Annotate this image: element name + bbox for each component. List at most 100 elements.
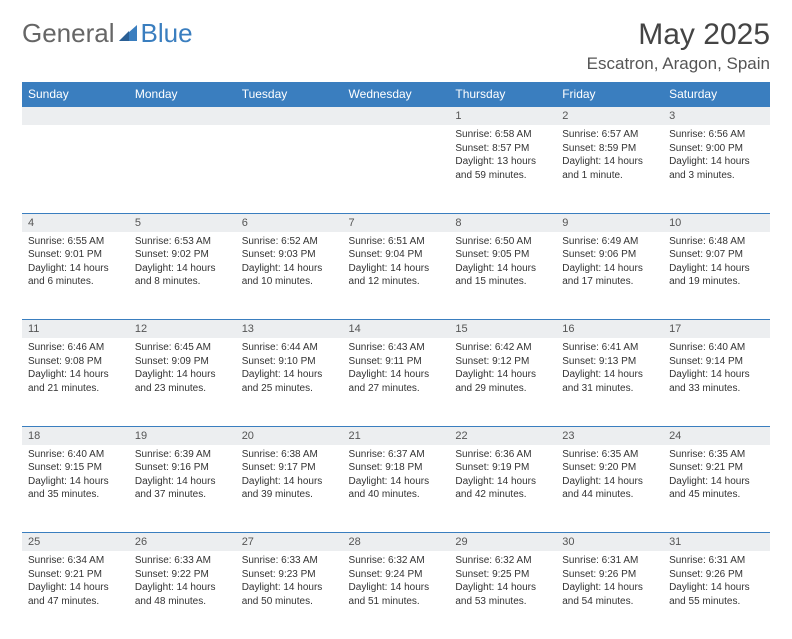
- sunrise-line: Sunrise: 6:48 AM: [669, 235, 764, 249]
- location: Escatron, Aragon, Spain: [587, 54, 770, 74]
- day-cell: Sunrise: 6:37 AMSunset: 9:18 PMDaylight:…: [343, 445, 450, 533]
- day-cell: Sunrise: 6:55 AMSunset: 9:01 PMDaylight:…: [22, 232, 129, 320]
- day-details: Sunrise: 6:53 AMSunset: 9:02 PMDaylight:…: [129, 232, 236, 295]
- sunrise-line: Sunrise: 6:45 AM: [135, 341, 230, 355]
- sunset-line: Sunset: 9:26 PM: [562, 568, 657, 582]
- sunset-line: Sunset: 9:11 PM: [349, 355, 444, 369]
- calendar-table: SundayMondayTuesdayWednesdayThursdayFrid…: [22, 82, 770, 639]
- day-details: Sunrise: 6:52 AMSunset: 9:03 PMDaylight:…: [236, 232, 343, 295]
- sunrise-line: Sunrise: 6:56 AM: [669, 128, 764, 142]
- day-number-row: 11121314151617: [22, 320, 770, 339]
- day-cell: Sunrise: 6:57 AMSunset: 8:59 PMDaylight:…: [556, 125, 663, 213]
- day-details: Sunrise: 6:43 AMSunset: 9:11 PMDaylight:…: [343, 338, 450, 401]
- day-cell: Sunrise: 6:40 AMSunset: 9:15 PMDaylight:…: [22, 445, 129, 533]
- day-cell: Sunrise: 6:42 AMSunset: 9:12 PMDaylight:…: [449, 338, 556, 426]
- sunrise-line: Sunrise: 6:32 AM: [349, 554, 444, 568]
- sunrise-line: Sunrise: 6:46 AM: [28, 341, 123, 355]
- sunrise-line: Sunrise: 6:58 AM: [455, 128, 550, 142]
- day-number: [129, 107, 236, 126]
- daylight-line: Daylight: 14 hours and 48 minutes.: [135, 581, 230, 608]
- sunrise-line: Sunrise: 6:43 AM: [349, 341, 444, 355]
- day-cell: Sunrise: 6:43 AMSunset: 9:11 PMDaylight:…: [343, 338, 450, 426]
- day-cell: Sunrise: 6:40 AMSunset: 9:14 PMDaylight:…: [663, 338, 770, 426]
- daylight-line: Daylight: 14 hours and 8 minutes.: [135, 262, 230, 289]
- daylight-line: Daylight: 14 hours and 10 minutes.: [242, 262, 337, 289]
- day-cell: [129, 125, 236, 213]
- sunset-line: Sunset: 9:18 PM: [349, 461, 444, 475]
- day-number: 18: [22, 426, 129, 445]
- day-number: 17: [663, 320, 770, 339]
- day-cell: Sunrise: 6:44 AMSunset: 9:10 PMDaylight:…: [236, 338, 343, 426]
- day-header: Monday: [129, 82, 236, 107]
- day-number: 16: [556, 320, 663, 339]
- day-cell: Sunrise: 6:35 AMSunset: 9:21 PMDaylight:…: [663, 445, 770, 533]
- daylight-line: Daylight: 14 hours and 37 minutes.: [135, 475, 230, 502]
- title-block: May 2025 Escatron, Aragon, Spain: [587, 18, 770, 74]
- day-cell: [22, 125, 129, 213]
- day-details: Sunrise: 6:36 AMSunset: 9:19 PMDaylight:…: [449, 445, 556, 508]
- sunset-line: Sunset: 9:23 PM: [242, 568, 337, 582]
- day-number: 10: [663, 213, 770, 232]
- day-details: Sunrise: 6:33 AMSunset: 9:22 PMDaylight:…: [129, 551, 236, 614]
- sunset-line: Sunset: 9:13 PM: [562, 355, 657, 369]
- sunrise-line: Sunrise: 6:31 AM: [669, 554, 764, 568]
- daylight-line: Daylight: 14 hours and 51 minutes.: [349, 581, 444, 608]
- day-cell: Sunrise: 6:34 AMSunset: 9:21 PMDaylight:…: [22, 551, 129, 639]
- sunset-line: Sunset: 9:26 PM: [669, 568, 764, 582]
- day-details: Sunrise: 6:45 AMSunset: 9:09 PMDaylight:…: [129, 338, 236, 401]
- day-details: Sunrise: 6:39 AMSunset: 9:16 PMDaylight:…: [129, 445, 236, 508]
- day-number: 13: [236, 320, 343, 339]
- daylight-line: Daylight: 14 hours and 39 minutes.: [242, 475, 337, 502]
- day-details: Sunrise: 6:51 AMSunset: 9:04 PMDaylight:…: [343, 232, 450, 295]
- day-cell: Sunrise: 6:32 AMSunset: 9:24 PMDaylight:…: [343, 551, 450, 639]
- day-number: 1: [449, 107, 556, 126]
- day-number: [236, 107, 343, 126]
- day-header: Saturday: [663, 82, 770, 107]
- daylight-line: Daylight: 14 hours and 40 minutes.: [349, 475, 444, 502]
- day-cell: Sunrise: 6:56 AMSunset: 9:00 PMDaylight:…: [663, 125, 770, 213]
- header: General Blue May 2025 Escatron, Aragon, …: [22, 18, 770, 74]
- week-row: Sunrise: 6:46 AMSunset: 9:08 PMDaylight:…: [22, 338, 770, 426]
- day-cell: Sunrise: 6:38 AMSunset: 9:17 PMDaylight:…: [236, 445, 343, 533]
- day-number: 7: [343, 213, 450, 232]
- sunset-line: Sunset: 9:00 PM: [669, 142, 764, 156]
- day-details: Sunrise: 6:35 AMSunset: 9:20 PMDaylight:…: [556, 445, 663, 508]
- daylight-line: Daylight: 14 hours and 35 minutes.: [28, 475, 123, 502]
- sunset-line: Sunset: 9:19 PM: [455, 461, 550, 475]
- day-cell: Sunrise: 6:36 AMSunset: 9:19 PMDaylight:…: [449, 445, 556, 533]
- day-cell: [343, 125, 450, 213]
- sunrise-line: Sunrise: 6:32 AM: [455, 554, 550, 568]
- day-details: Sunrise: 6:44 AMSunset: 9:10 PMDaylight:…: [236, 338, 343, 401]
- day-cell: [236, 125, 343, 213]
- day-number: 24: [663, 426, 770, 445]
- week-row: Sunrise: 6:40 AMSunset: 9:15 PMDaylight:…: [22, 445, 770, 533]
- day-details: Sunrise: 6:56 AMSunset: 9:00 PMDaylight:…: [663, 125, 770, 188]
- sunset-line: Sunset: 9:09 PM: [135, 355, 230, 369]
- sunrise-line: Sunrise: 6:33 AM: [135, 554, 230, 568]
- daylight-line: Daylight: 14 hours and 23 minutes.: [135, 368, 230, 395]
- day-header: Thursday: [449, 82, 556, 107]
- daylight-line: Daylight: 14 hours and 53 minutes.: [455, 581, 550, 608]
- daylight-line: Daylight: 14 hours and 33 minutes.: [669, 368, 764, 395]
- day-cell: Sunrise: 6:49 AMSunset: 9:06 PMDaylight:…: [556, 232, 663, 320]
- sunrise-line: Sunrise: 6:44 AM: [242, 341, 337, 355]
- logo-text-general: General: [22, 18, 115, 49]
- daylight-line: Daylight: 14 hours and 45 minutes.: [669, 475, 764, 502]
- day-cell: Sunrise: 6:31 AMSunset: 9:26 PMDaylight:…: [663, 551, 770, 639]
- sunset-line: Sunset: 9:06 PM: [562, 248, 657, 262]
- day-number-row: 45678910: [22, 213, 770, 232]
- day-number: 11: [22, 320, 129, 339]
- day-number: 21: [343, 426, 450, 445]
- day-number: 29: [449, 533, 556, 552]
- sunset-line: Sunset: 9:16 PM: [135, 461, 230, 475]
- sunset-line: Sunset: 9:20 PM: [562, 461, 657, 475]
- day-cell: Sunrise: 6:31 AMSunset: 9:26 PMDaylight:…: [556, 551, 663, 639]
- day-number: 3: [663, 107, 770, 126]
- sunset-line: Sunset: 9:21 PM: [28, 568, 123, 582]
- daylight-line: Daylight: 14 hours and 29 minutes.: [455, 368, 550, 395]
- day-details: Sunrise: 6:57 AMSunset: 8:59 PMDaylight:…: [556, 125, 663, 188]
- sunrise-line: Sunrise: 6:42 AM: [455, 341, 550, 355]
- day-header-row: SundayMondayTuesdayWednesdayThursdayFrid…: [22, 82, 770, 107]
- day-number: 4: [22, 213, 129, 232]
- sunset-line: Sunset: 9:05 PM: [455, 248, 550, 262]
